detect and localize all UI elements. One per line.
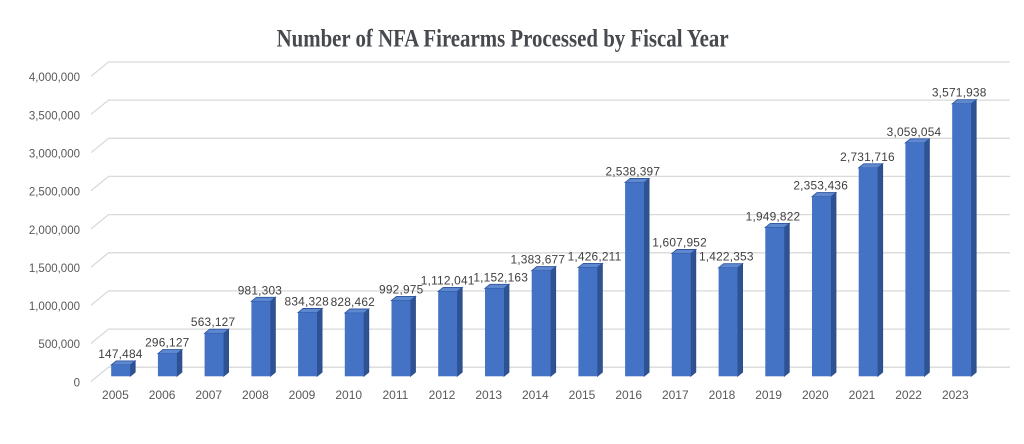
- svg-text:2016: 2016: [615, 388, 642, 402]
- svg-text:2015: 2015: [569, 388, 596, 402]
- svg-text:2022: 2022: [895, 388, 922, 402]
- svg-text:2006: 2006: [149, 388, 176, 402]
- svg-text:2,538,397: 2,538,397: [605, 165, 660, 179]
- svg-text:1,500,000: 1,500,000: [29, 263, 80, 275]
- svg-text:2019: 2019: [755, 388, 782, 402]
- svg-text:2014: 2014: [522, 388, 549, 402]
- svg-text:500,000: 500,000: [38, 339, 80, 351]
- svg-text:2023: 2023: [942, 388, 969, 402]
- svg-text:992,975: 992,975: [379, 282, 424, 296]
- svg-text:2012: 2012: [429, 388, 456, 402]
- svg-text:2,500,000: 2,500,000: [29, 187, 80, 199]
- svg-text:2013: 2013: [475, 388, 502, 402]
- svg-text:3,000,000: 3,000,000: [29, 149, 80, 161]
- svg-text:2011: 2011: [382, 388, 408, 402]
- svg-text:981,303: 981,303: [238, 283, 283, 297]
- svg-text:2020: 2020: [802, 388, 829, 402]
- svg-text:2007: 2007: [195, 388, 222, 402]
- svg-text:1,000,000: 1,000,000: [29, 301, 80, 313]
- svg-text:828,462: 828,462: [331, 295, 376, 309]
- svg-text:2017: 2017: [662, 388, 689, 402]
- svg-text:2,731,716: 2,731,716: [840, 150, 895, 164]
- svg-text:2008: 2008: [242, 388, 269, 402]
- svg-text:Number of NFA Firearms Process: Number of NFA Firearms Processed by Fisc…: [277, 26, 729, 53]
- svg-text:2021: 2021: [849, 388, 876, 402]
- svg-text:4,000,000: 4,000,000: [29, 72, 80, 84]
- svg-text:1,422,353: 1,422,353: [699, 250, 754, 264]
- svg-text:1,607,952: 1,607,952: [652, 236, 707, 250]
- svg-text:3,059,054: 3,059,054: [887, 125, 942, 139]
- svg-text:1,152,163: 1,152,163: [473, 270, 528, 284]
- svg-text:2,000,000: 2,000,000: [29, 225, 80, 237]
- svg-text:3,500,000: 3,500,000: [29, 110, 80, 122]
- svg-text:2010: 2010: [335, 388, 362, 402]
- svg-text:1,383,677: 1,383,677: [510, 253, 565, 267]
- svg-text:3,571,938: 3,571,938: [932, 86, 987, 100]
- svg-text:1,426,211: 1,426,211: [568, 249, 622, 263]
- svg-text:563,127: 563,127: [191, 315, 236, 329]
- svg-text:2009: 2009: [289, 388, 316, 402]
- svg-text:834,328: 834,328: [285, 295, 330, 309]
- svg-text:1,949,822: 1,949,822: [746, 209, 801, 223]
- svg-text:296,127: 296,127: [145, 336, 190, 350]
- svg-text:1,112,041: 1,112,041: [421, 273, 475, 287]
- svg-text:2005: 2005: [102, 388, 129, 402]
- svg-text:0: 0: [74, 377, 80, 389]
- svg-text:2,353,436: 2,353,436: [793, 179, 848, 193]
- svg-text:147,484: 147,484: [98, 347, 143, 361]
- svg-text:2018: 2018: [709, 388, 736, 402]
